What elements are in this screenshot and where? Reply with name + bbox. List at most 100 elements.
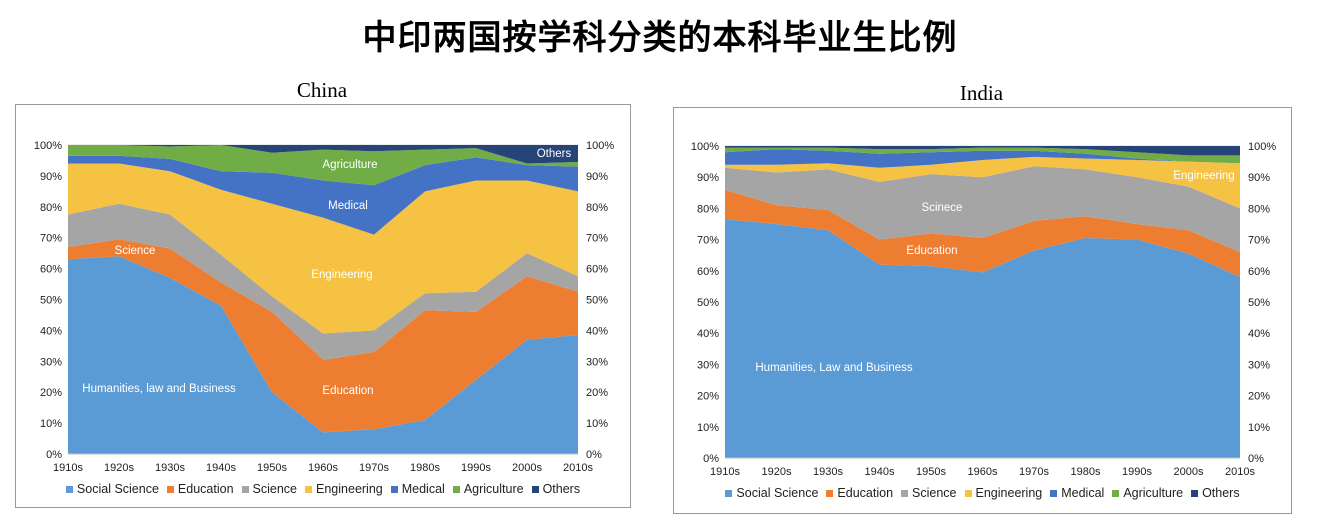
china-legend-label: Agriculture — [463, 482, 524, 496]
china-label-education: Education — [322, 385, 373, 397]
china-x-tick: 2010s — [563, 462, 593, 474]
china-chart: 0% 0% 10% 10% 20% 20% 30% 30% 40% 40% 50% 50% 60% 60%… — [15, 104, 631, 508]
india-legend-label: Science — [912, 486, 957, 500]
china-x-tick: 1990s — [461, 462, 491, 474]
india-y-tick-right: 90% — [1248, 172, 1270, 184]
india-legend-swatch — [901, 489, 909, 497]
china-x-tick: 1980s — [410, 462, 440, 474]
china-legend-label: Social Science — [76, 482, 159, 496]
india-area-science — [725, 166, 1240, 253]
india-y-tick-left: 60% — [697, 266, 719, 278]
china-y-tick-right: 70% — [586, 233, 608, 245]
india-legend-item-education: Education — [826, 486, 893, 500]
india-area-social-science — [725, 219, 1240, 458]
china-y-tick-right: 40% — [586, 325, 608, 337]
india-x-tick: 1990s — [1122, 466, 1152, 478]
china-legend-label: Engineering — [316, 482, 383, 496]
india-y-tick-right: 100% — [1248, 141, 1276, 153]
china-legend-item-agriculture: Agriculture — [452, 482, 524, 496]
india-y-tick-left: 40% — [697, 328, 719, 340]
china-legend-swatch — [241, 485, 249, 493]
india-y-tick-left: 20% — [697, 391, 719, 403]
india-y-tick-right: 60% — [1248, 266, 1270, 278]
india-y-tick-right: 30% — [1248, 359, 1270, 371]
india-legend-swatch — [826, 489, 834, 497]
china-area-agriculture — [68, 145, 578, 186]
china-area-education — [68, 239, 578, 433]
india-plot: 0% 0% 10% 10% 20% 20% 30% 30% 40% 40% 50% 50% 60% 60%… — [691, 141, 1276, 478]
india-legend-label: Medical — [1061, 486, 1105, 500]
india-chart-title: India — [959, 81, 1004, 105]
china-y-tick-right: 20% — [586, 387, 608, 399]
india-chart: 0% 0% 10% 10% 20% 20% 30% 30% 40% 40% 50% 50% 60% 60%… — [673, 107, 1292, 514]
india-legend-swatch — [964, 489, 972, 497]
china-y-tick-right: 80% — [586, 202, 608, 214]
india-legend-label: Education — [837, 486, 894, 500]
india-legend-swatch — [725, 489, 733, 497]
china-y-tick-left: 0% — [46, 449, 62, 461]
india-area-agriculture — [725, 147, 1240, 164]
india-y-tick-left: 100% — [691, 141, 719, 153]
china-y-tick-left: 70% — [40, 233, 62, 245]
india-x-tick: 1950s — [916, 466, 946, 478]
china-x-tick: 2000s — [512, 462, 542, 474]
india-y-tick-right: 80% — [1248, 203, 1270, 215]
china-y-tick-left: 60% — [40, 264, 62, 276]
china-y-tick-left: 80% — [40, 202, 62, 214]
india-label-humanities-law-and-business: Humanities, Law and Business — [755, 362, 912, 374]
china-label-agriculture: Agriculture — [323, 159, 378, 171]
china-legend-swatch — [305, 485, 313, 493]
india-x-tick: 1910s — [710, 466, 740, 478]
china-area-medical — [68, 155, 578, 235]
china-chart-title: China — [296, 78, 348, 102]
china-legend-item-education: Education — [166, 482, 234, 496]
india-legend-label: Engineering — [975, 486, 1043, 500]
china-x-tick: 1910s — [53, 462, 83, 474]
india-x-tick: 2000s — [1174, 466, 1204, 478]
china-y-tick-left: 90% — [40, 171, 62, 183]
india-legend-item-engineering: Engineering — [964, 486, 1043, 500]
china-label-science: Science — [115, 245, 156, 257]
india-y-tick-left: 70% — [697, 235, 719, 247]
india-x-tick: 1960s — [968, 466, 998, 478]
china-y-tick-right: 30% — [586, 356, 608, 368]
china-x-tick: 1930s — [155, 462, 185, 474]
china-x-tick: 1960s — [308, 462, 338, 474]
china-x-tick: 1950s — [257, 462, 287, 474]
india-label-engineering: Engineering — [1173, 170, 1234, 182]
india-legend-label: Agriculture — [1123, 486, 1184, 500]
china-legend-swatch — [166, 485, 174, 493]
china-y-tick-left: 10% — [40, 418, 62, 430]
india-legend-item-agriculture: Agriculture — [1112, 486, 1183, 500]
china-legend-label: Education — [177, 482, 234, 496]
china-plot: 0% 0% 10% 10% 20% 20% 30% 30% 40% 40% 50% 50% 60% 60%… — [34, 140, 614, 474]
china-label-medical: Medical — [328, 200, 368, 212]
india-x-tick: 1970s — [1019, 466, 1049, 478]
china-y-tick-left: 100% — [34, 140, 62, 152]
india-legend-item-science: Science — [901, 486, 957, 500]
india-legend-item-others: Others — [1191, 486, 1240, 500]
china-legend-label: Medical — [401, 482, 445, 496]
china-y-tick-right: 100% — [586, 140, 614, 152]
india-legend-swatch — [1050, 489, 1058, 497]
page-title: 中印两国按学科分类的本科毕业生比例 — [362, 18, 958, 58]
india-legend-label: Social Science — [736, 486, 819, 500]
india-y-tick-left: 10% — [697, 422, 719, 434]
china-label-engineering: Engineering — [311, 269, 372, 281]
india-area-education — [725, 189, 1240, 277]
india-y-tick-left: 0% — [703, 453, 719, 465]
china-y-tick-left: 20% — [40, 387, 62, 399]
india-y-tick-right: 0% — [1248, 453, 1264, 465]
china-x-tick: 1920s — [104, 462, 134, 474]
china-y-tick-left: 40% — [40, 325, 62, 337]
china-legend-item-social-science: Social Science — [65, 482, 159, 496]
china-area-social-science — [68, 256, 578, 454]
india-x-tick: 1930s — [813, 466, 843, 478]
india-x-tick: 1920s — [762, 466, 792, 478]
china-legend-item-medical: Medical — [390, 482, 445, 496]
china-legend-item-science: Science — [241, 482, 297, 496]
china-area-engineering — [68, 163, 578, 334]
india-y-tick-left: 80% — [697, 203, 719, 215]
india-x-tick: 2010s — [1225, 466, 1255, 478]
india-y-tick-right: 10% — [1248, 422, 1270, 434]
